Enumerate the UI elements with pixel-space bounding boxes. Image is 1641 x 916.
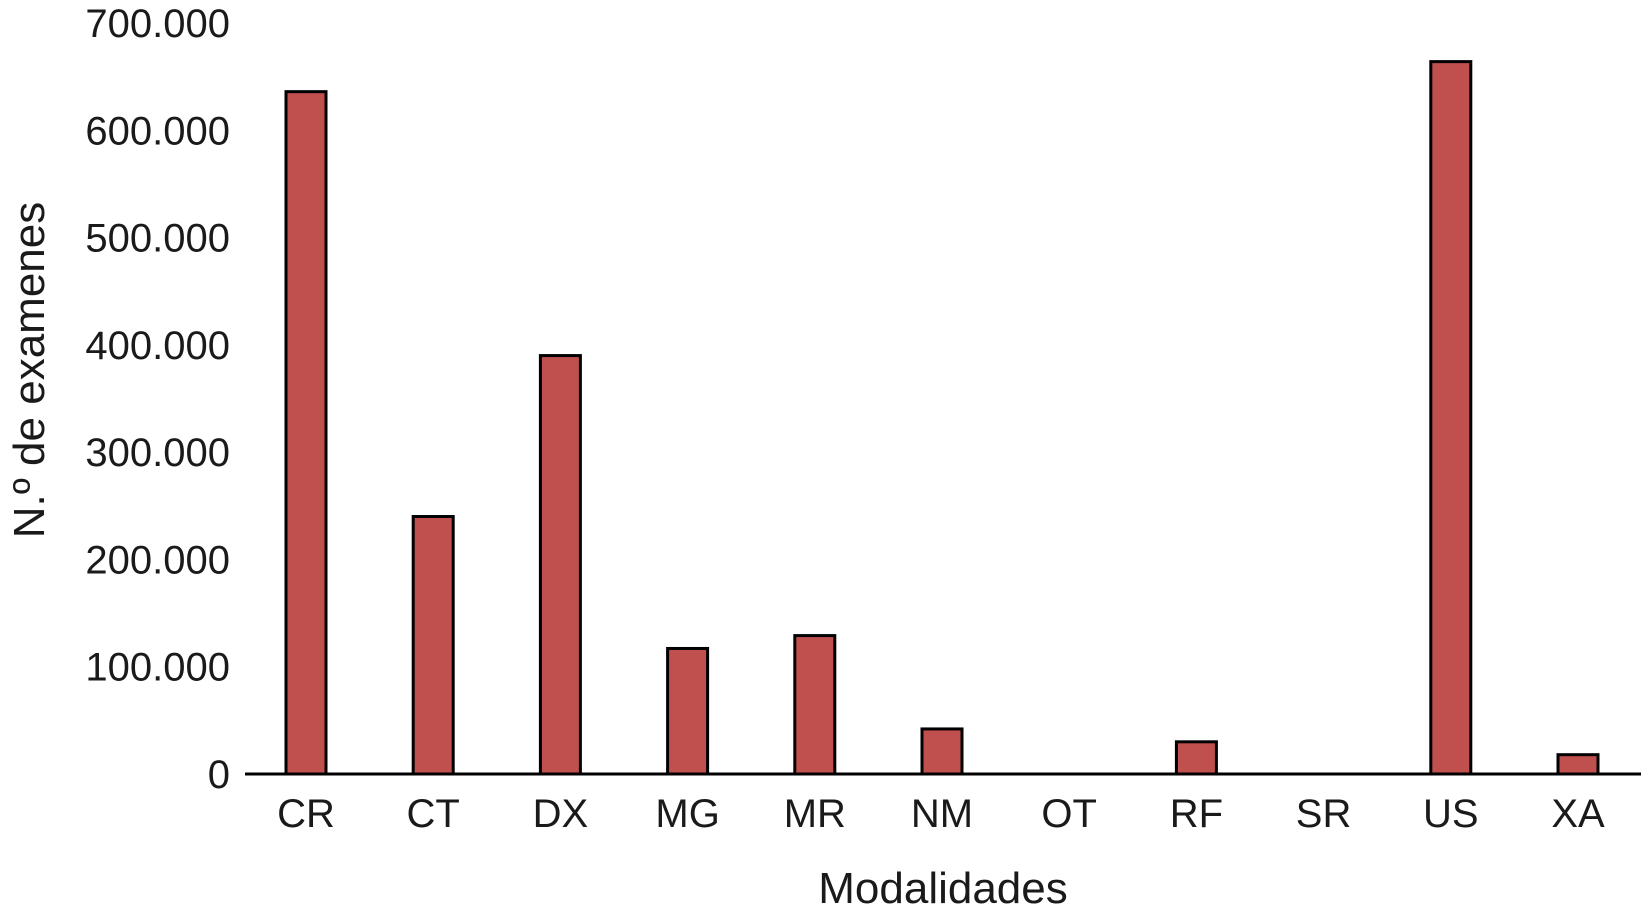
bar-dx: [538, 354, 582, 776]
y-tick-label: 200.000: [85, 538, 230, 582]
y-tick-label: 500.000: [85, 217, 230, 261]
y-tick-label: 700.000: [85, 2, 230, 46]
bar-mr: [793, 634, 837, 776]
bar-cr: [284, 90, 328, 776]
y-tick-labels: 0 100.000 200.000 300.000 400.000 500.000 600.…: [85, 2, 230, 797]
x-tick-label-dx: DX: [533, 792, 589, 836]
x-tick-label-cr: CR: [277, 792, 335, 836]
x-tick-label-ot: OT: [1041, 792, 1097, 836]
bar-nm: [920, 727, 964, 776]
y-tick-label: 400.000: [85, 324, 230, 368]
y-axis-title: N.º de examenes: [5, 202, 54, 538]
x-tick-labels: CR CT DX MG MR NM OT RF SR US XA: [277, 792, 1605, 836]
y-tick-label: 600.000: [85, 109, 230, 153]
x-tick-label-mg: MG: [655, 792, 719, 836]
bar-us: [1429, 60, 1473, 776]
bar-ct: [411, 515, 455, 776]
x-tick-label-xa: XA: [1551, 792, 1605, 836]
bar-xa: [1556, 753, 1600, 776]
y-tick-label: 100.000: [85, 646, 230, 690]
y-tick-label: 300.000: [85, 431, 230, 475]
x-tick-label-sr: SR: [1296, 792, 1352, 836]
bars: [284, 60, 1600, 776]
bar-rf: [1174, 740, 1218, 776]
x-axis-title: Modalidades: [818, 864, 1068, 913]
bar-mg: [666, 646, 710, 776]
x-tick-label-nm: NM: [911, 792, 973, 836]
x-tick-label-ct: CT: [407, 792, 460, 836]
x-tick-label-us: US: [1423, 792, 1479, 836]
x-tick-label-rf: RF: [1170, 792, 1223, 836]
x-tick-label-mr: MR: [784, 792, 846, 836]
y-tick-label: 0: [208, 753, 230, 797]
